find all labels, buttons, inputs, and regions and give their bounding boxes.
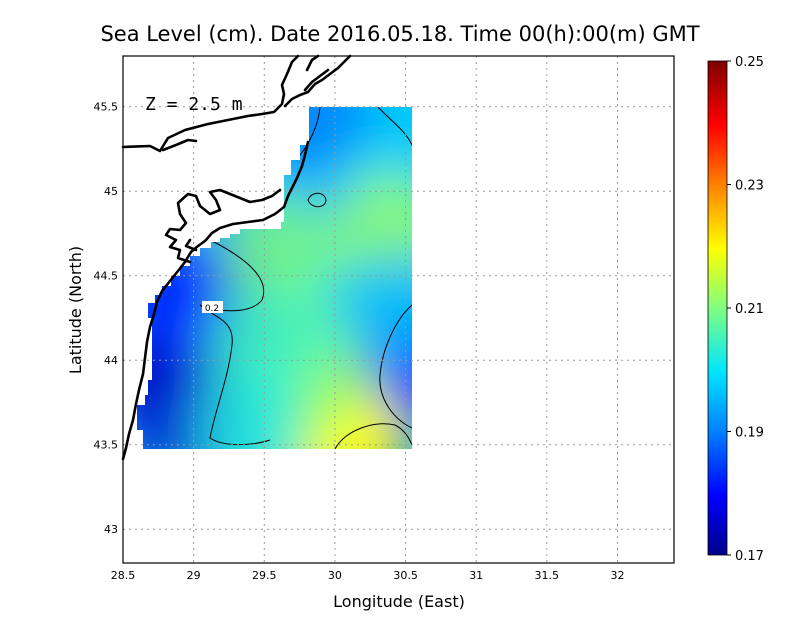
contour-label-background — [202, 301, 223, 313]
coastline-bay-shore — [161, 138, 198, 152]
y-tick-label: 43.5 — [94, 439, 119, 452]
contour-line-east — [379, 304, 412, 429]
coastline-west — [121, 140, 310, 461]
x-tick-label: 28.5 — [111, 569, 136, 582]
x-tick-label: 30 — [328, 569, 342, 582]
chart-title: Sea Level (cm). Date 2016.05.18. Time 00… — [100, 22, 699, 46]
x-tick-label: 29.5 — [252, 569, 277, 582]
x-tick-label: 31.5 — [535, 569, 560, 582]
field-sample — [347, 107, 412, 174]
colorbar-gradient — [707, 60, 728, 556]
colorbar-tick-label: 0.19 — [735, 426, 764, 441]
coastline-lagoon — [305, 54, 320, 72]
field-sample — [340, 251, 412, 368]
coastline-odessa — [283, 54, 352, 108]
y-tick-label: 45 — [104, 185, 118, 198]
x-tick-label: 32 — [611, 569, 625, 582]
contour-label: 0.2 — [205, 304, 219, 314]
field-sample — [333, 175, 412, 292]
y-tick-labels: 43 43.5 44 44.5 45 45.5 — [94, 101, 119, 537]
colorbar-tick-label: 0.21 — [735, 302, 764, 317]
x-tick-label: 31 — [469, 569, 483, 582]
y-tick-label: 44 — [104, 354, 118, 367]
colorbar-tick-label: 0.23 — [735, 179, 764, 194]
y-tick-label: 45.5 — [94, 101, 119, 114]
coastline-north — [121, 54, 300, 153]
contour-line-ring — [307, 192, 327, 208]
coastline — [121, 54, 352, 461]
grid — [123, 56, 674, 563]
y-tick-label: 44.5 — [94, 270, 119, 283]
contour-label-box: 0.2 — [202, 301, 223, 314]
colorbar-tick-label: 0.17 — [735, 549, 764, 564]
x-tick-labels: 28.5 29 29.5 30 30.5 31 31.5 32 — [111, 569, 625, 582]
colorbar: 0.17 0.19 0.21 0.23 0.25 — [707, 55, 764, 564]
coastline-liman — [303, 68, 330, 92]
contour-line-west — [199, 239, 271, 446]
colorbar-tick-label: 0.25 — [735, 55, 764, 70]
colorbar-tick-labels: 0.17 0.19 0.21 0.23 0.25 — [727, 55, 764, 564]
coastline-danube-delta — [164, 188, 282, 264]
y-tick-label: 43 — [104, 523, 118, 536]
contour-line-south — [334, 423, 412, 449]
x-tick-label: 29 — [187, 569, 201, 582]
plot-border — [122, 55, 675, 564]
depth-annotation: Z = 2.5 m — [145, 94, 243, 115]
coastline-delta-inner — [184, 238, 198, 252]
x-tick-label: 30.5 — [393, 569, 418, 582]
x-axis-label: Longitude (East) — [333, 592, 465, 611]
y-axis-label: Latitude (North) — [66, 246, 85, 374]
field-sample — [192, 369, 309, 449]
contour-line-northeast — [377, 107, 412, 146]
